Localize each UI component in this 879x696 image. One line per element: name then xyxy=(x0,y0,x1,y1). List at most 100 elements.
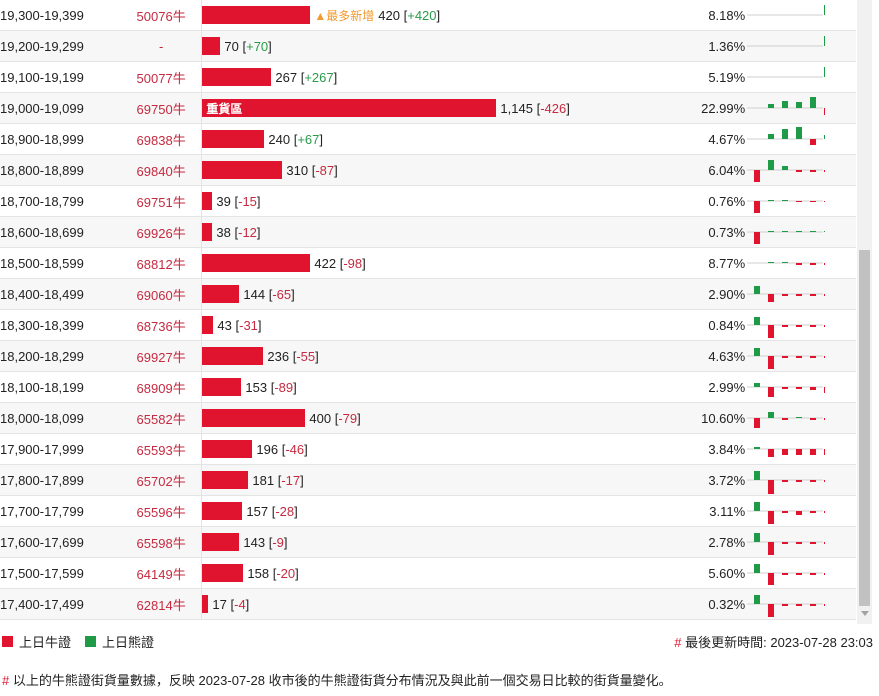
scroll-down-arrow-icon[interactable] xyxy=(861,611,869,616)
volume-bar xyxy=(202,471,249,489)
change-sparkline xyxy=(747,383,826,397)
sparkline-cell xyxy=(745,464,856,496)
sparkline-bar xyxy=(768,200,775,201)
change-sparkline xyxy=(747,533,826,555)
volume-bar-cell: 240 [+67] xyxy=(201,123,659,155)
cbbc-code-link[interactable]: 68812牛 xyxy=(120,247,202,279)
vertical-scrollbar[interactable] xyxy=(857,0,872,624)
sparkline-bar xyxy=(782,387,789,389)
cbbc-code-link[interactable]: 69751牛 xyxy=(120,185,202,217)
cbbc-code-link[interactable]: 69927牛 xyxy=(120,340,202,372)
price-range: 19,200-19,299 xyxy=(0,30,121,62)
cbbc-code-link[interactable]: 65702牛 xyxy=(120,464,202,496)
volume-text: 420 [+420] xyxy=(378,7,441,23)
percent-share: 8.18% xyxy=(658,0,746,31)
sparkline-bar xyxy=(810,449,817,455)
sparkline-bar xyxy=(796,387,803,389)
sparkline-bar xyxy=(768,511,775,524)
cbbc-code-link[interactable]: 62814牛 xyxy=(120,588,202,620)
price-range: 18,700-18,799 xyxy=(0,185,121,217)
cbbc-code-link[interactable]: 65593牛 xyxy=(120,433,202,465)
sparkline-bar xyxy=(796,573,803,575)
volume-change: -89 xyxy=(274,379,294,395)
volume-change: +267 xyxy=(304,69,334,85)
cbbc-code-link[interactable]: 68736牛 xyxy=(120,309,202,341)
volume-bar-cell: 267 [+267] xyxy=(201,61,659,93)
sparkline-bar xyxy=(824,294,826,296)
percent-share: 3.72% xyxy=(658,464,746,496)
sparkline-cell xyxy=(745,61,856,93)
sparkline-bar xyxy=(754,348,761,356)
sparkline-bar xyxy=(782,262,789,263)
sparkline-bar xyxy=(824,604,826,606)
table-row: 18,200-18,299 69927牛 236 [-55] 4.63% xyxy=(0,340,856,372)
sparkline-bar xyxy=(754,286,761,294)
price-range: 18,000-18,099 xyxy=(0,402,121,434)
sparkline-cell xyxy=(745,185,856,217)
cbbc-code-link[interactable]: 65582牛 xyxy=(120,402,202,434)
volume-bar xyxy=(202,130,265,148)
sparkline-bar xyxy=(782,542,789,544)
volume-bar xyxy=(202,316,214,334)
scrollbar-thumb[interactable] xyxy=(859,250,870,606)
volume-value: 181 xyxy=(252,472,275,488)
price-range: 19,100-19,199 xyxy=(0,61,121,93)
volume-bar-cell: 236 [-55] xyxy=(201,340,659,372)
legend-bear-label: 上日熊證 xyxy=(102,635,155,650)
sparkline-bar xyxy=(810,573,817,575)
volume-change: -15 xyxy=(238,193,257,209)
table-row: 18,400-18,499 69060牛 144 [-65] 2.90% xyxy=(0,278,856,310)
sparkline-bar xyxy=(754,201,761,213)
sparkline-bar xyxy=(768,604,775,617)
volume-value: 39 xyxy=(216,193,231,209)
percent-share: 10.60% xyxy=(658,402,746,434)
sparkline-bar xyxy=(824,36,826,46)
sparkline-bar xyxy=(796,102,803,108)
volume-value: 240 xyxy=(268,131,291,147)
change-sparkline xyxy=(747,286,826,302)
cbbc-code-link[interactable]: 50076牛 xyxy=(120,0,202,31)
volume-bar xyxy=(202,223,213,241)
sparkline-bar xyxy=(824,418,826,420)
price-range: 17,800-17,899 xyxy=(0,464,121,496)
sparkline-bar xyxy=(796,604,803,606)
sparkline-bar xyxy=(782,166,789,170)
price-range: 19,300-19,399 xyxy=(0,0,121,31)
sparkline-cell xyxy=(745,340,856,372)
sparkline-cell xyxy=(745,216,856,248)
volume-bar xyxy=(202,595,209,613)
volume-change: -55 xyxy=(296,348,316,364)
sparkline-cell xyxy=(745,588,856,620)
sparkline-bar xyxy=(754,595,761,604)
cbbc-code-link[interactable]: 50077牛 xyxy=(120,61,202,93)
bull-swatch-icon xyxy=(2,636,13,647)
cbbc-code-link[interactable]: 65598牛 xyxy=(120,526,202,558)
cbbc-code-link[interactable]: 64149牛 xyxy=(120,557,202,589)
cbbc-code-link[interactable]: 69926牛 xyxy=(120,216,202,248)
sparkline-bar xyxy=(768,387,775,397)
cbbc-code-link[interactable]: 65596牛 xyxy=(120,495,202,527)
sparkline-bar xyxy=(824,449,826,455)
sparkline-bar xyxy=(768,542,775,555)
sparkline-bar xyxy=(754,232,761,244)
sparkline-bar xyxy=(754,471,761,480)
cbbc-code-link[interactable]: 69838牛 xyxy=(120,123,202,155)
sparkline-bar xyxy=(782,101,789,108)
sparkline-bar xyxy=(810,294,817,296)
price-range: 19,000-19,099 xyxy=(0,92,121,124)
sparkline-bar xyxy=(782,449,789,455)
percent-share: 5.60% xyxy=(658,557,746,589)
change-sparkline xyxy=(747,348,826,369)
volume-text: 43 [-31] xyxy=(217,317,262,333)
table-row: 18,100-18,199 68909牛 153 [-89] 2.99% xyxy=(0,371,856,403)
volume-bar-cell: 422 [-98] xyxy=(201,247,659,279)
cbbc-code-link[interactable]: 68909牛 xyxy=(120,371,202,403)
sparkline-bar xyxy=(782,480,789,482)
sparkline-cell xyxy=(745,433,856,465)
sparkline-bar xyxy=(796,417,803,418)
cbbc-code-link[interactable]: 69840牛 xyxy=(120,154,202,186)
cbbc-code-link[interactable]: 69750牛 xyxy=(120,92,202,124)
cbbc-code-link[interactable]: 69060牛 xyxy=(120,278,202,310)
sparkline-bar xyxy=(754,533,761,542)
percent-share: 4.63% xyxy=(658,340,746,372)
